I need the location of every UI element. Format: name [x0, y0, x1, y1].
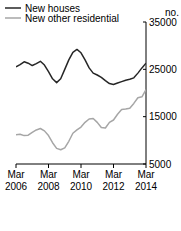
- x-tick-label-part: 2012: [102, 181, 125, 192]
- legend-swatch: [5, 7, 21, 9]
- x-tick-label: Mar2006: [5, 169, 28, 192]
- y-tick-label: 15000: [149, 111, 177, 122]
- x-tick-label-part: Mar: [40, 169, 58, 180]
- series-line: [16, 90, 146, 150]
- x-tick-label-part: Mar: [137, 169, 155, 180]
- x-tick: [16, 164, 17, 168]
- x-tick-label-part: Mar: [72, 169, 90, 180]
- x-tick: [81, 164, 82, 168]
- x-tick-label-part: Mar: [105, 169, 123, 180]
- legend-label: New other residential: [25, 13, 119, 24]
- x-tick-label-part: 2014: [135, 181, 158, 192]
- y-tick: [143, 69, 146, 70]
- x-tick-label: Mar2010: [70, 169, 93, 192]
- y-tick-label: 5000: [149, 159, 172, 170]
- y-tick: [143, 116, 146, 117]
- y-tick-label: 25000: [149, 64, 177, 75]
- legend-swatch: [5, 17, 21, 19]
- series-line: [16, 49, 146, 84]
- y-label: no.: [165, 7, 179, 18]
- plot-lines: [16, 49, 146, 149]
- x-tick-label: Mar2008: [37, 169, 60, 192]
- x-tick: [113, 164, 114, 168]
- chart: 5000150002500035000no.Mar2006Mar2008Mar2…: [0, 0, 181, 231]
- y-tick-label: 35000: [149, 17, 177, 28]
- x-tick: [146, 164, 147, 168]
- x-tick: [48, 164, 49, 168]
- y-tick: [143, 22, 146, 23]
- x-tick-label-part: 2008: [37, 181, 60, 192]
- x-tick-label-part: 2006: [5, 181, 28, 192]
- x-tick-label-part: Mar: [7, 169, 25, 180]
- x-tick-label-part: 2010: [70, 181, 93, 192]
- y-axis: [146, 22, 147, 164]
- x-tick-label: Mar2014: [135, 169, 158, 192]
- x-tick-label: Mar2012: [102, 169, 125, 192]
